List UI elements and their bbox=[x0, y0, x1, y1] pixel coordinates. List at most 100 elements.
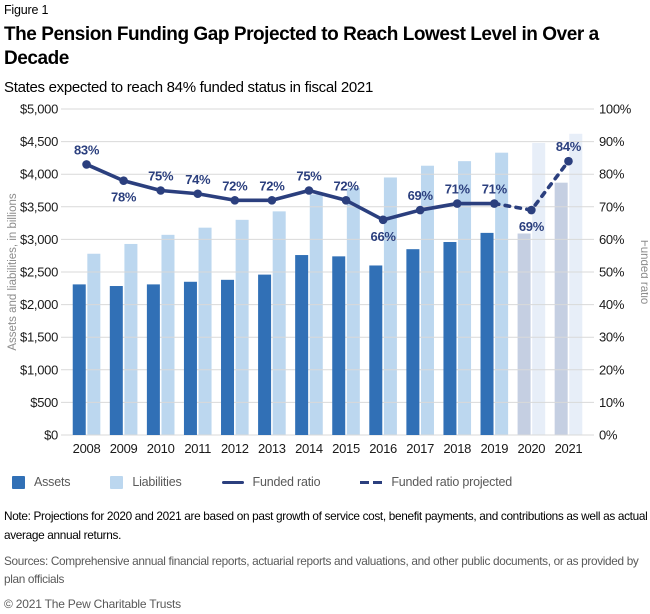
pension-funding-combo-chart: 83% 78% 75% 74% 72% 72% 75% 72% 66% 69% 71% 71% 69% 8… bbox=[7, 102, 650, 457]
bar-liabilities-2016 bbox=[383, 177, 397, 436]
funded-ratio-label-2014: 75% bbox=[296, 169, 322, 184]
left-axis-tick: $1,000 bbox=[20, 363, 58, 378]
funded-ratio-point-2019 bbox=[490, 199, 499, 209]
bar-liabilities-2011 bbox=[198, 227, 212, 436]
funded-ratio-point-2012 bbox=[230, 196, 240, 205]
bar-assets-2021 bbox=[554, 182, 568, 436]
sources-text: Sources: Comprehensive annual financial … bbox=[4, 553, 639, 586]
right-axis-tick: 0% bbox=[599, 428, 618, 443]
left-axis-tick: $1,500 bbox=[20, 330, 58, 345]
legend-item-liabilities: Liabilities bbox=[110, 475, 182, 490]
figure-label: Figure 1 bbox=[4, 3, 49, 17]
funded-ratio-point-2020 bbox=[527, 206, 536, 215]
bar-liabilities-2014 bbox=[309, 194, 323, 436]
funded-ratio-point-2016 bbox=[378, 215, 388, 225]
bar-liabilities-2015 bbox=[346, 188, 360, 436]
funded-ratio-label-2017: 69% bbox=[408, 188, 434, 203]
right-axis-title: Funded ratio bbox=[638, 240, 648, 305]
funded-ratio-label-2013: 72% bbox=[259, 179, 285, 194]
right-axis-tick: 60% bbox=[599, 232, 625, 247]
bar-assets-2008 bbox=[72, 284, 86, 436]
funded-ratio-point-2017 bbox=[415, 206, 425, 215]
assets-swatch-icon bbox=[12, 475, 25, 489]
x-axis-label-2009: 2009 bbox=[110, 441, 138, 456]
legend-label-liabilities: Liabilities bbox=[132, 475, 182, 490]
legend-item-assets: Assets bbox=[12, 475, 71, 490]
right-axis-tick: 30% bbox=[599, 330, 625, 345]
x-axis-label-2020: 2020 bbox=[518, 441, 546, 456]
left-axis-tick: $0 bbox=[44, 428, 58, 443]
x-axis-label-2016: 2016 bbox=[369, 441, 397, 456]
bar-liabilities-2009 bbox=[124, 244, 138, 436]
funded-ratio-point-2015 bbox=[341, 196, 351, 205]
funded-ratio-label-2010: 75% bbox=[148, 169, 174, 184]
dashed-line-swatch-icon bbox=[360, 480, 383, 484]
legend-label-assets: Assets bbox=[34, 475, 71, 490]
left-axis-tick: $5,000 bbox=[20, 102, 58, 117]
left-axis-tick: $4,000 bbox=[20, 167, 58, 182]
x-axis-label-2013: 2013 bbox=[258, 441, 286, 456]
funded-ratio-label-2012: 72% bbox=[222, 179, 248, 194]
legend-label-funded-ratio-projected: Funded ratio projected bbox=[391, 475, 513, 490]
bar-liabilities-2010 bbox=[161, 235, 175, 436]
left-axis-tick: $3,500 bbox=[20, 200, 58, 215]
funded-ratio-label-2016: 66% bbox=[371, 229, 397, 244]
funded-ratio-point-2014 bbox=[304, 186, 314, 196]
x-axis-label-2014: 2014 bbox=[295, 441, 323, 456]
funded-ratio-label-2019: 71% bbox=[482, 182, 508, 197]
funded-ratio-label-2021: 84% bbox=[556, 139, 582, 154]
x-axis-label-2018: 2018 bbox=[443, 441, 471, 456]
funded-ratio-point-2011 bbox=[193, 189, 203, 199]
bar-assets-2013 bbox=[258, 274, 272, 436]
left-axis-tick: $4,500 bbox=[20, 134, 58, 149]
funded-ratio-label-2020: 69% bbox=[519, 219, 545, 234]
chart-area: 83% 78% 75% 74% 72% 72% 75% 72% 66% 69% 71% 71% 69% 8… bbox=[4, 100, 650, 471]
funded-ratio-point-2008 bbox=[82, 160, 91, 169]
bar-assets-2015 bbox=[332, 256, 346, 436]
right-axis-tick: 100% bbox=[599, 102, 632, 117]
x-axis-label-2015: 2015 bbox=[332, 441, 360, 456]
note-text: Note: Projections for 2020 and 2021 are … bbox=[4, 509, 648, 542]
right-axis-tick: 50% bbox=[599, 265, 625, 280]
bar-liabilities-2021 bbox=[569, 134, 583, 436]
legend-label-funded-ratio: Funded ratio bbox=[252, 475, 321, 490]
left-axis-tick: $2,000 bbox=[20, 297, 58, 312]
funded-ratio-point-2010 bbox=[156, 186, 165, 196]
x-axis-label-2010: 2010 bbox=[147, 441, 175, 456]
x-axis-label-2021: 2021 bbox=[555, 441, 583, 456]
funded-ratio-point-2013 bbox=[267, 196, 277, 205]
copyright-text: © 2021 The Pew Charitable Trusts bbox=[4, 597, 181, 612]
funded-ratio-label-2008: 83% bbox=[74, 143, 100, 158]
left-axis-tick: $2,500 bbox=[20, 265, 58, 280]
funded-ratio-label-2015: 72% bbox=[333, 179, 359, 194]
chart-legend: Assets Liabilities Funded ratio Funded r… bbox=[4, 475, 648, 489]
funded-ratio-line bbox=[85, 163, 495, 222]
bar-assets-2016 bbox=[369, 265, 383, 436]
bar-assets-2019 bbox=[480, 233, 494, 436]
funded-ratio-label-2011: 74% bbox=[185, 172, 211, 187]
bar-liabilities-2013 bbox=[272, 211, 286, 436]
left-axis-tick: $3,000 bbox=[20, 232, 58, 247]
bar-assets-2012 bbox=[221, 280, 235, 436]
x-axis-label-2008: 2008 bbox=[73, 441, 101, 456]
bar-liabilities-2018 bbox=[458, 161, 472, 436]
funded-ratio-point-2009 bbox=[119, 176, 128, 186]
bar-liabilities-2019 bbox=[495, 152, 509, 436]
bar-liabilities-2008 bbox=[87, 253, 101, 436]
bar-liabilities-2020 bbox=[532, 143, 546, 436]
bar-assets-2010 bbox=[146, 284, 160, 436]
bar-assets-2020 bbox=[517, 233, 531, 436]
bar-assets-2014 bbox=[295, 255, 309, 436]
right-axis-tick: 80% bbox=[599, 167, 625, 182]
x-axis-label-2019: 2019 bbox=[480, 441, 508, 456]
funded-ratio-label-2018: 71% bbox=[445, 182, 471, 197]
bar-assets-2018 bbox=[443, 242, 457, 436]
legend-item-funded-ratio: Funded ratio bbox=[221, 475, 321, 490]
page-subtitle: States expected to reach 84% funded stat… bbox=[4, 79, 373, 97]
page-title: The Pension Funding Gap Projected to Rea… bbox=[4, 24, 599, 70]
left-axis-title: Assets and liabilities, in billions bbox=[7, 193, 19, 350]
x-axis-label-2011: 2011 bbox=[184, 441, 211, 456]
bar-assets-2009 bbox=[109, 286, 123, 436]
bar-assets-2017 bbox=[406, 249, 420, 436]
x-axis-label-2012: 2012 bbox=[221, 441, 249, 456]
